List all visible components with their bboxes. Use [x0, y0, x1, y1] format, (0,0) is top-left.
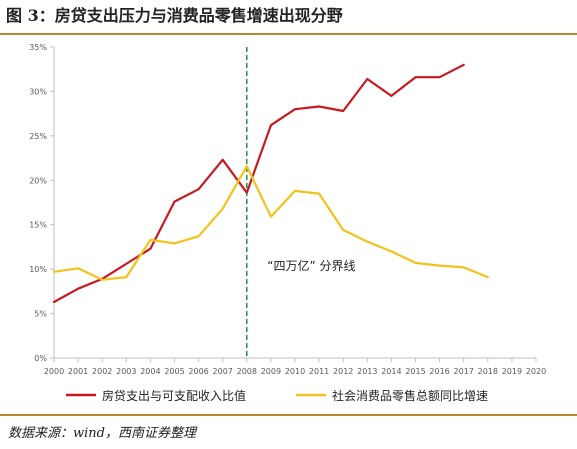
x-tick-label: 2020 — [526, 367, 546, 376]
series-2-point — [77, 267, 79, 269]
source-divider — [0, 414, 577, 416]
series-1-point — [125, 263, 127, 265]
series-2-point — [439, 265, 441, 267]
series-1-point — [149, 248, 151, 250]
series-1-point — [294, 108, 296, 110]
series-1-point — [318, 106, 320, 108]
figure-title: 图 3：房贷支出压力与消费品零售增速出现分野 — [6, 4, 343, 28]
y-tick-label: 35% — [29, 43, 47, 52]
series-1-point — [270, 124, 272, 126]
legend-label-1: 房贷支出与可支配收入比值 — [102, 388, 246, 403]
legend: 房贷支出与可支配收入比值 社会消费品零售总额同比增速 — [66, 388, 488, 403]
series-1-point — [174, 201, 176, 203]
figure-title-text: 房贷支出压力与消费品零售增速出现分野 — [54, 6, 343, 25]
x-tick-label: 2018 — [478, 367, 498, 376]
series-1-point — [463, 64, 465, 66]
series-1-point — [246, 192, 248, 194]
x-tick-label: 2014 — [381, 367, 401, 376]
axes: 0% 5% 10% 15% 20% 25% 30% 35% 2000 2001 2002 2003 20… — [29, 43, 546, 376]
series-2-point — [487, 276, 489, 278]
y-tick-label: 20% — [29, 176, 47, 185]
x-tick-label: 2016 — [429, 367, 449, 376]
x-tick-label: 2013 — [357, 367, 377, 376]
x-tick-label: 2012 — [333, 367, 353, 376]
y-tick-label: 10% — [29, 265, 47, 274]
x-tick-label: 2015 — [405, 367, 425, 376]
title-divider — [0, 33, 577, 35]
line-chart: 0% 5% 10% 15% 20% 25% 30% 35% 2000 2001 2002 2003 20… — [29, 43, 546, 403]
series-1-point — [77, 288, 79, 290]
x-tick-label: 2009 — [261, 367, 281, 376]
annotations: “四万亿” 分界线 — [246, 47, 356, 358]
series-2-point — [246, 165, 248, 167]
y-tick-label: 5% — [34, 310, 47, 319]
x-tick-label: 2001 — [68, 367, 88, 376]
x-tick-label: 2008 — [237, 367, 257, 376]
series-1-point — [198, 188, 200, 190]
y-tick-label: 15% — [29, 221, 47, 230]
x-tick-label: 2000 — [44, 367, 64, 376]
x-tick-label: 2019 — [502, 367, 522, 376]
x-tick-label: 2004 — [140, 367, 160, 376]
series-2-point — [415, 262, 417, 264]
series-2-point — [463, 266, 465, 268]
x-tick-label: 2007 — [213, 367, 233, 376]
x-tick-label: 2002 — [92, 367, 112, 376]
series-2-point — [125, 276, 127, 278]
series-2-point — [294, 190, 296, 192]
source-note: 数据来源：wind，西南证券整理 — [8, 426, 196, 441]
series-1-point — [222, 159, 224, 161]
series-2-point — [198, 235, 200, 237]
series-2-point — [222, 208, 224, 210]
x-tick-label: 2006 — [188, 367, 208, 376]
series-2-point — [366, 241, 368, 243]
series-1-point — [342, 110, 344, 112]
series-1-point — [53, 301, 55, 303]
series-line-2 — [52, 165, 489, 281]
series-line-1 — [52, 63, 465, 304]
figure-label: 图 3： — [6, 6, 55, 25]
x-tick-label: 2017 — [454, 367, 474, 376]
series-1-point — [415, 76, 417, 78]
y-tick-label: 30% — [29, 87, 47, 96]
x-tick-label: 2003 — [116, 367, 136, 376]
series-2-point — [174, 242, 176, 244]
y-tick-label: 25% — [29, 132, 47, 141]
x-tick-label: 2010 — [285, 367, 305, 376]
series-1-point — [390, 95, 392, 97]
divider-annotation-label: “四万亿” 分界线 — [267, 258, 355, 273]
y-tick-label: 0% — [34, 354, 47, 363]
series-2-point — [390, 250, 392, 252]
series-2-point — [53, 271, 55, 273]
series-2-point — [318, 193, 320, 195]
series-2-point — [149, 239, 151, 241]
series-group — [52, 63, 489, 304]
series-2-point — [270, 216, 272, 218]
series-1-point — [439, 76, 441, 78]
series-2-point — [101, 279, 103, 281]
series-2-point — [342, 229, 344, 231]
x-tick-label: 2011 — [309, 367, 329, 376]
series-1-point — [366, 78, 368, 80]
x-tick-label: 2005 — [164, 367, 184, 376]
legend-label-2: 社会消费品零售总额同比增速 — [332, 388, 488, 403]
